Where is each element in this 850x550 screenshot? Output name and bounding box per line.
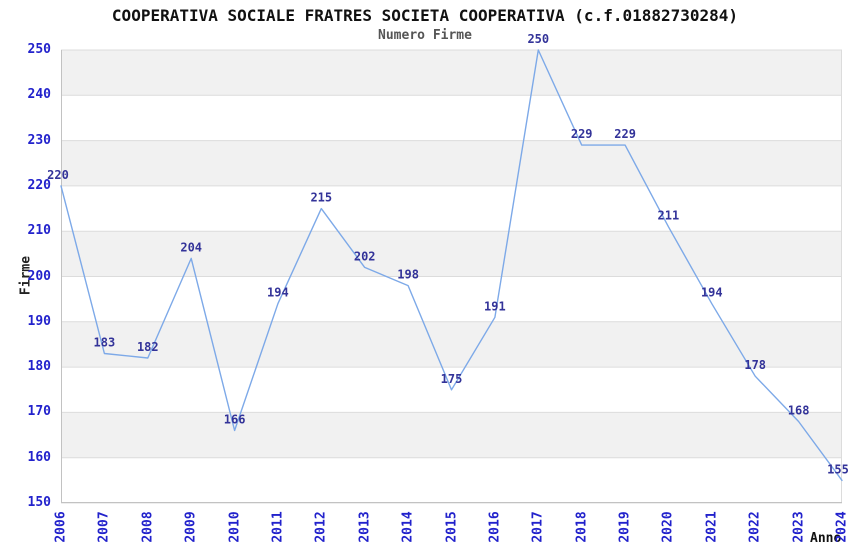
data-point-label: 250 [527,32,549,46]
x-tick-label: 2020 [660,511,676,543]
x-tick-label: 2007 [96,511,112,543]
data-line [60,49,843,482]
plot-area: 220 183 182 204 166 194 215 202 198 175 191 250 229 2… [47,32,849,504]
x-tick-label: 2015 [444,511,459,543]
data-point-label: 211 [658,209,680,223]
data-point-label: 194 [701,286,723,300]
plot-band [61,457,842,503]
y-tick-label: 150 [27,495,51,510]
chart-title: COOPERATIVA SOCIALE FRATRES SOCIETA COOP… [111,6,739,25]
x-tick-label: 2010 [227,511,243,543]
y-tick-label: 190 [27,313,51,329]
plot-band [61,50,842,96]
data-point-label: 175 [441,372,463,386]
x-tick-label: 2017 [530,511,546,543]
data-point-label: 155 [827,462,849,476]
data-point-label: 229 [614,127,636,141]
y-tick-label: 180 [27,359,51,375]
x-tick-label: 2023 [791,511,807,543]
plot-band [61,276,842,322]
plot-band [61,140,842,186]
data-point-label: 166 [224,413,246,427]
x-tick-label: 2021 [704,511,720,543]
y-tick-label: 170 [27,404,51,420]
y-tick-label: 200 [27,268,51,284]
data-point-label: 182 [137,340,159,354]
plot-band [61,95,842,141]
x-axis-label: Anno [810,531,842,546]
x-tick-label: 2014 [400,511,416,543]
plot-band [61,185,842,232]
plot-band [61,412,842,458]
x-tick-label: 2024 [834,511,850,543]
data-point-label: 215 [310,191,332,205]
y-tick-label: 220 [27,177,51,193]
x-tick-label: 2009 [183,511,199,543]
x-tick-label: 2013 [357,511,373,543]
x-tick-label: 2022 [747,511,763,543]
chart-subtitle: Numero Firme [378,28,472,43]
y-tick-label: 230 [27,132,51,148]
data-point-label: 191 [484,299,506,313]
data-point-label: 220 [47,168,69,182]
data-point-label: 194 [267,286,289,300]
x-tick-label: 2011 [270,511,286,543]
y-tick-label: 210 [27,223,51,239]
y-tick-label: 160 [27,449,51,465]
data-point-label: 202 [354,249,376,263]
data-point-label: 229 [571,127,593,141]
data-point-label: 168 [788,404,810,418]
x-tick-label: 2006 [53,511,69,543]
data-point-label: 183 [94,336,116,350]
x-tick-label: 2012 [313,511,329,543]
data-point-label: 204 [180,240,202,254]
plot-band [61,231,842,277]
y-tick-label: 250 [27,42,51,57]
x-tick-label: 2016 [487,511,503,543]
y-tick-label: 240 [27,87,51,103]
plot-band [61,321,842,368]
x-tick-label: 2008 [140,511,156,543]
x-tick-label: 2019 [617,511,633,543]
data-point-label: 198 [397,268,419,282]
x-tick-label: 2018 [574,511,590,543]
data-point-label: 178 [744,358,766,372]
